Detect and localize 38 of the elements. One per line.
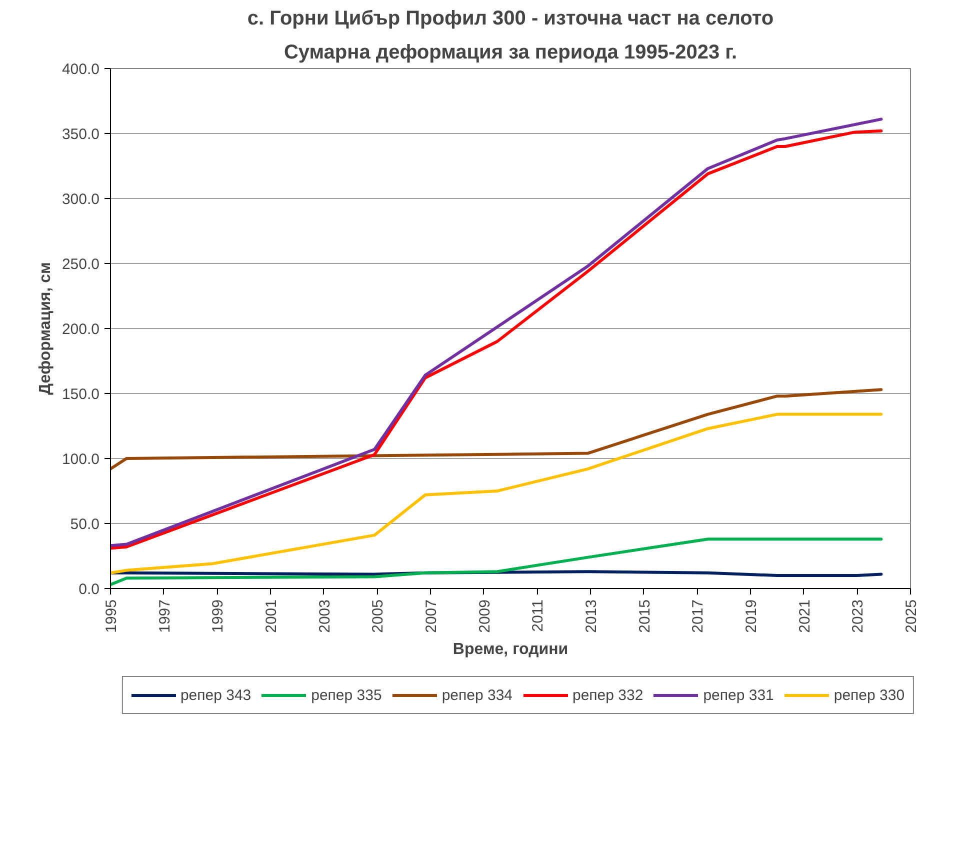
x-axis-title: Време, години — [452, 640, 568, 658]
legend-label: репер 331 — [703, 686, 774, 704]
y-tick-label: 100.0 — [62, 451, 100, 468]
y-axis-title: Деформация, см — [36, 262, 54, 395]
y-tick-label: 300.0 — [62, 191, 100, 208]
x-tick-label: 2003 — [316, 599, 334, 633]
y-tick-label: 400.0 — [62, 61, 100, 78]
y-tick-label: 150.0 — [62, 386, 100, 403]
line-series — [110, 388, 883, 470]
y-tick-label: 200.0 — [62, 321, 100, 338]
y-tick-label: 250.0 — [62, 256, 100, 273]
legend-label: репер 334 — [442, 686, 512, 704]
x-tick-label: 2001 — [263, 599, 280, 633]
x-tick-label: 2009 — [476, 599, 494, 633]
x-tick-label: 2015 — [636, 599, 654, 633]
x-tick-label: 1995 — [103, 599, 120, 633]
x-tick-label: 2017 — [690, 599, 707, 633]
x-tick-label: 1997 — [156, 599, 174, 633]
line-series — [110, 538, 883, 586]
legend-label: репер 335 — [311, 686, 382, 704]
x-tick-label: 2021 — [796, 599, 814, 633]
chart-title: с. Горни Цибър Профил 300 - източна част на селото — [247, 8, 774, 30]
x-tick-label: 2011 — [530, 599, 547, 632]
line-series — [110, 412, 883, 574]
legend-label: репер 330 — [834, 686, 905, 704]
x-tick-label: 2005 — [370, 599, 387, 633]
chart-subtitle: Сумарна деформация за периода 1995-2023 г. — [284, 42, 738, 64]
x-tick-label: 2025 — [903, 599, 920, 633]
x-tick-label: 2023 — [850, 599, 867, 633]
x-tick-label: 2019 — [743, 599, 760, 633]
y-tick-label: 350.0 — [62, 126, 100, 143]
x-tick-label: 1999 — [210, 599, 227, 633]
y-tick-label: 0.0 — [78, 581, 100, 598]
y-tick-label: 50.0 — [70, 516, 100, 533]
x-tick-label: 2013 — [583, 599, 600, 633]
legend-label: репер 343 — [180, 686, 252, 704]
legend-label: репер 332 — [572, 686, 644, 704]
x-tick-label: 2007 — [423, 599, 440, 633]
